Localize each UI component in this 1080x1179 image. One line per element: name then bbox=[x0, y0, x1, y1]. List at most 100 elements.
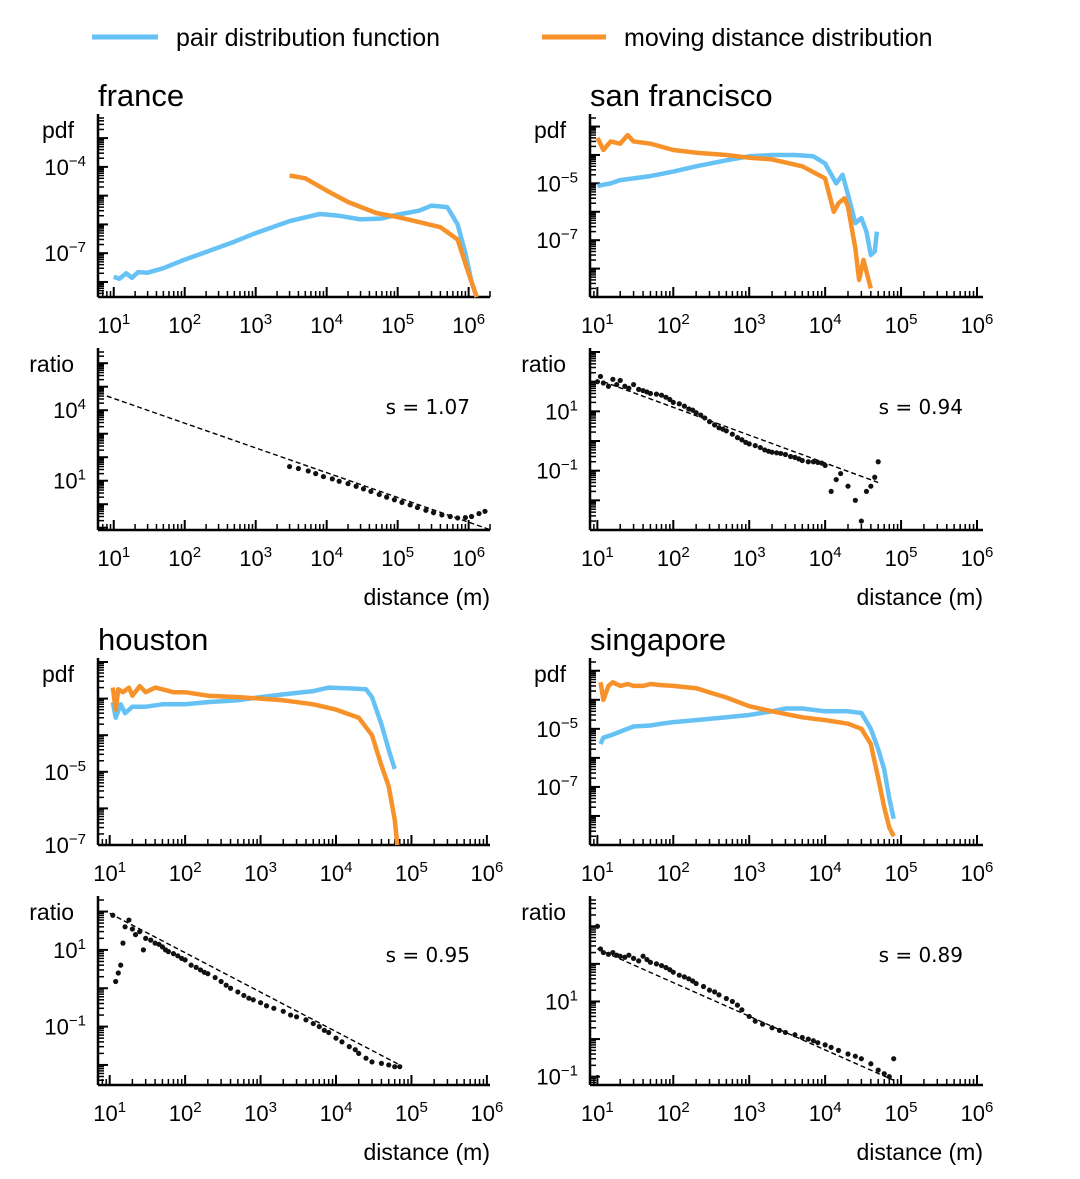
data-point bbox=[663, 964, 669, 971]
x-ticks bbox=[97, 520, 491, 530]
data-point bbox=[227, 985, 234, 991]
data-point bbox=[835, 1047, 842, 1053]
y-ticks bbox=[98, 899, 108, 1086]
data-point bbox=[165, 949, 171, 955]
series-line-pdf bbox=[113, 203, 479, 298]
data-point bbox=[271, 1005, 277, 1011]
data-point bbox=[810, 1038, 816, 1044]
data-point bbox=[858, 518, 864, 524]
data-point bbox=[729, 998, 735, 1005]
data-point bbox=[360, 486, 367, 492]
data-point bbox=[250, 997, 256, 1003]
series-line-pdf bbox=[598, 706, 896, 820]
x-axis-label: distance (m) bbox=[856, 584, 983, 610]
y-tick-label: 10−1 bbox=[44, 1013, 86, 1040]
panel-title: singapore bbox=[590, 622, 726, 657]
x-axis-label: distance (m) bbox=[363, 1139, 490, 1165]
x-tick-label: 102 bbox=[168, 311, 201, 338]
data-point bbox=[110, 912, 116, 918]
panel-title: france bbox=[98, 78, 184, 113]
x-tick-label: 105 bbox=[885, 859, 918, 886]
data-point bbox=[597, 946, 604, 952]
data-point bbox=[407, 502, 413, 508]
data-point bbox=[617, 953, 623, 959]
data-point bbox=[752, 1018, 758, 1024]
series-line-moving bbox=[595, 132, 873, 289]
y-axis-label: ratio bbox=[521, 899, 566, 925]
x-tick-label: 105 bbox=[885, 1099, 918, 1126]
data-point bbox=[610, 949, 616, 956]
data-point bbox=[686, 976, 692, 982]
chart-panel-7: 101 102 103 104 105 106 10−5 10−7 pdf singapore bbox=[534, 622, 993, 886]
y-ticks bbox=[98, 117, 108, 298]
panel-title: san francisco bbox=[590, 78, 773, 113]
data-point bbox=[295, 465, 302, 472]
y-ticks bbox=[98, 351, 108, 531]
data-point bbox=[746, 441, 752, 447]
data-point bbox=[676, 401, 682, 407]
data-point bbox=[600, 949, 606, 956]
data-point bbox=[630, 955, 637, 961]
x-tick-label: 105 bbox=[381, 311, 414, 338]
data-point bbox=[852, 497, 858, 503]
data-point bbox=[197, 967, 204, 973]
data-point bbox=[397, 1064, 403, 1070]
x-tick-label: 102 bbox=[657, 1099, 690, 1126]
data-point bbox=[711, 989, 718, 995]
data-point bbox=[468, 513, 475, 520]
data-point bbox=[776, 1027, 783, 1034]
data-point bbox=[386, 1062, 392, 1068]
y-tick-label: 10−1 bbox=[536, 1063, 578, 1090]
x-tick-label: 103 bbox=[733, 859, 766, 886]
y-axis-label: pdf bbox=[42, 117, 75, 143]
data-point bbox=[636, 386, 642, 392]
data-point bbox=[752, 442, 758, 449]
x-tick-label: 104 bbox=[809, 859, 842, 886]
series-line-moving bbox=[598, 680, 896, 838]
data-point bbox=[293, 1014, 300, 1020]
data-point bbox=[815, 459, 821, 465]
data-point bbox=[329, 476, 335, 482]
data-point bbox=[833, 476, 839, 483]
x-tick-label: 103 bbox=[733, 1099, 766, 1126]
data-point bbox=[658, 962, 665, 969]
x-tick-label: 103 bbox=[244, 1099, 277, 1126]
fit-exponent-label: s = 0.94 bbox=[879, 395, 963, 419]
data-point bbox=[235, 989, 241, 995]
y-axis-label: pdf bbox=[534, 661, 567, 687]
y-axis-label: ratio bbox=[29, 899, 74, 925]
data-point bbox=[188, 962, 194, 968]
data-point bbox=[681, 403, 687, 409]
data-point bbox=[653, 391, 660, 397]
data-point bbox=[622, 383, 628, 389]
data-point bbox=[828, 1044, 834, 1051]
data-point bbox=[706, 987, 713, 993]
data-point bbox=[113, 978, 119, 985]
data-point bbox=[482, 508, 488, 514]
data-point bbox=[617, 377, 623, 384]
data-point bbox=[378, 1060, 385, 1066]
data-point bbox=[693, 980, 699, 987]
data-point bbox=[739, 437, 745, 443]
x-tick-label: 104 bbox=[809, 311, 842, 338]
x-tick-label: 102 bbox=[168, 544, 201, 571]
data-point bbox=[875, 1067, 881, 1073]
x-tick-label: 101 bbox=[93, 1099, 126, 1126]
data-point bbox=[626, 952, 632, 958]
data-point bbox=[759, 1021, 766, 1027]
y-tick-label: 10−5 bbox=[536, 715, 578, 742]
data-point bbox=[647, 390, 654, 397]
y-axis-label: ratio bbox=[521, 351, 566, 377]
data-point bbox=[875, 459, 881, 465]
data-point bbox=[118, 962, 124, 968]
data-point bbox=[148, 937, 154, 943]
x-tick-label: 106 bbox=[961, 311, 994, 338]
data-point bbox=[310, 1020, 316, 1027]
x-ticks bbox=[97, 1075, 488, 1085]
data-point bbox=[391, 497, 398, 503]
x-tick-label: 102 bbox=[657, 859, 690, 886]
data-point bbox=[333, 1035, 339, 1041]
data-point bbox=[852, 1053, 858, 1059]
data-point bbox=[782, 1029, 789, 1036]
